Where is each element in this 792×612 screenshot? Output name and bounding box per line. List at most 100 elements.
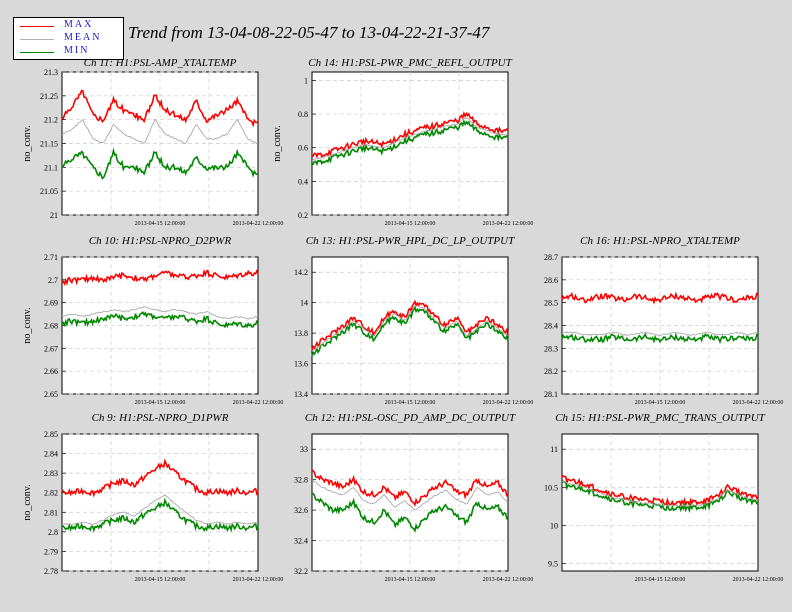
y-tick-label: 21.25 (40, 92, 58, 101)
y-tick-label: 2.7 (48, 276, 58, 285)
x-tick-label: 2013-04-15 12:00:00 (635, 577, 686, 583)
chart-title: Ch 9: H1:PSL-NPRO_D1PWR (92, 412, 229, 424)
plot-area (311, 433, 509, 572)
series-min-line (61, 147, 259, 180)
series-mean-line (561, 480, 759, 507)
legend-item-mean: MEAN (20, 32, 120, 46)
series-max-line (311, 469, 509, 507)
chart-title: Ch 14: H1:PSL-PWR_PMC_REFL_OUTPUT (308, 57, 512, 69)
y-axis-label: no_conv. (22, 307, 33, 343)
x-tick-label: 2013-04-22 12:00:00 (483, 577, 534, 583)
y-tick-label: 2.67 (44, 344, 58, 353)
x-tick-label: 2013-04-15 12:00:00 (135, 577, 186, 583)
y-tick-label: 21 (50, 211, 58, 220)
x-tick-label: 2013-04-22 12:00:00 (233, 577, 284, 583)
y-tick-label: 21.1 (44, 163, 58, 172)
y-tick-label: 14 (300, 299, 308, 308)
y-tick-label: 2.85 (44, 430, 58, 439)
series-mean-line (311, 117, 509, 161)
series-max-line (561, 474, 759, 508)
y-tick-label: 32.6 (294, 506, 308, 515)
y-tick-label: 28.3 (544, 344, 558, 353)
y-tick-label: 2.78 (44, 567, 58, 576)
legend-swatch-min (20, 52, 54, 53)
series-max-line (61, 89, 259, 128)
series-max-line (312, 111, 509, 159)
y-tick-label: 2.66 (44, 367, 58, 376)
plot-area (61, 71, 259, 216)
chart-title: Ch 10: H1:PSL-NPRO_D2PWR (89, 235, 232, 247)
legend-label-min: MIN (64, 45, 90, 56)
y-tick-label: 13.6 (294, 360, 308, 369)
plot-area (61, 256, 259, 395)
x-tick-label: 2013-04-22 12:00:00 (233, 400, 284, 406)
y-tick-label: 9.5 (548, 559, 558, 568)
y-tick-label: 2.8 (48, 528, 58, 537)
series-mean-line (61, 306, 259, 320)
series-mean-line (61, 493, 259, 526)
plot-area (561, 256, 759, 395)
y-tick-label: 2.79 (44, 547, 58, 556)
chart-title: Ch 16: H1:PSL-NPRO_XTALTEMP (580, 235, 740, 247)
y-tick-label: 33 (300, 445, 308, 454)
y-tick-label: 28.6 (544, 276, 558, 285)
y-tick-label: 28.7 (544, 253, 558, 262)
legend-item-min: MIN (20, 45, 120, 59)
x-tick-label: 2013-04-15 12:00:00 (385, 577, 436, 583)
legend-item-max: MAX (20, 19, 120, 33)
x-tick-label: 2013-04-15 12:00:00 (135, 400, 186, 406)
y-axis-label: no_conv. (272, 125, 283, 161)
x-tick-label: 2013-04-22 12:00:00 (483, 221, 534, 227)
chart-title: Ch 13: H1:PSL-PWR_HPL_DC_LP_OUTPUT (306, 235, 515, 247)
series-mean-line (311, 305, 509, 352)
y-tick-label: 2.84 (44, 450, 58, 459)
series-mean-line (61, 118, 259, 145)
y-tick-label: 28.4 (544, 322, 558, 331)
y-tick-label: 13.4 (294, 390, 308, 399)
y-tick-label: 21.15 (40, 140, 58, 149)
y-tick-label: 2.69 (44, 299, 58, 308)
y-tick-label: 1 (304, 76, 308, 85)
y-tick-label: 32.8 (294, 476, 308, 485)
y-tick-label: 2.81 (44, 508, 58, 517)
series-max-line (561, 291, 759, 305)
y-tick-label: 2.68 (44, 322, 58, 331)
plot-area (311, 71, 509, 216)
series-min-line (311, 118, 509, 167)
y-tick-label: 0.2 (298, 211, 308, 220)
x-tick-label: 2013-04-15 12:00:00 (385, 221, 436, 227)
y-tick-label: 13.8 (294, 329, 308, 338)
y-tick-label: 28.1 (544, 390, 558, 399)
y-axis-label: no_conv. (22, 125, 33, 161)
y-tick-label: 10.5 (544, 483, 558, 492)
x-tick-label: 2013-04-22 12:00:00 (233, 221, 284, 227)
legend-swatch-mean (20, 39, 54, 40)
y-tick-label: 11 (550, 445, 558, 454)
chart-title: Ch 15: H1:PSL-PWR_PMC_TRANS_OUTPUT (555, 412, 765, 424)
x-tick-label: 2013-04-15 12:00:00 (385, 400, 436, 406)
y-axis-label: no_conv. (22, 484, 33, 520)
y-tick-label: 0.4 (298, 177, 308, 186)
y-tick-label: 32.4 (294, 537, 308, 546)
y-tick-label: 0.6 (298, 144, 308, 153)
y-tick-label: 21.3 (44, 68, 58, 77)
series-min-line (311, 492, 509, 533)
y-tick-label: 0.8 (298, 110, 308, 119)
y-tick-label: 28.5 (544, 299, 558, 308)
y-tick-label: 21.2 (44, 116, 58, 125)
x-tick-label: 2013-04-22 12:00:00 (733, 577, 784, 583)
legend: MAX MEAN MIN (13, 17, 124, 60)
chart-title: Ch 12: H1:PSL-OSC_PD_AMP_DC_OUTPUT (305, 412, 516, 424)
legend-label-max: MAX (64, 19, 94, 30)
y-tick-label: 14.2 (294, 268, 308, 277)
plot-area (561, 433, 759, 572)
series-min-line (561, 332, 759, 344)
